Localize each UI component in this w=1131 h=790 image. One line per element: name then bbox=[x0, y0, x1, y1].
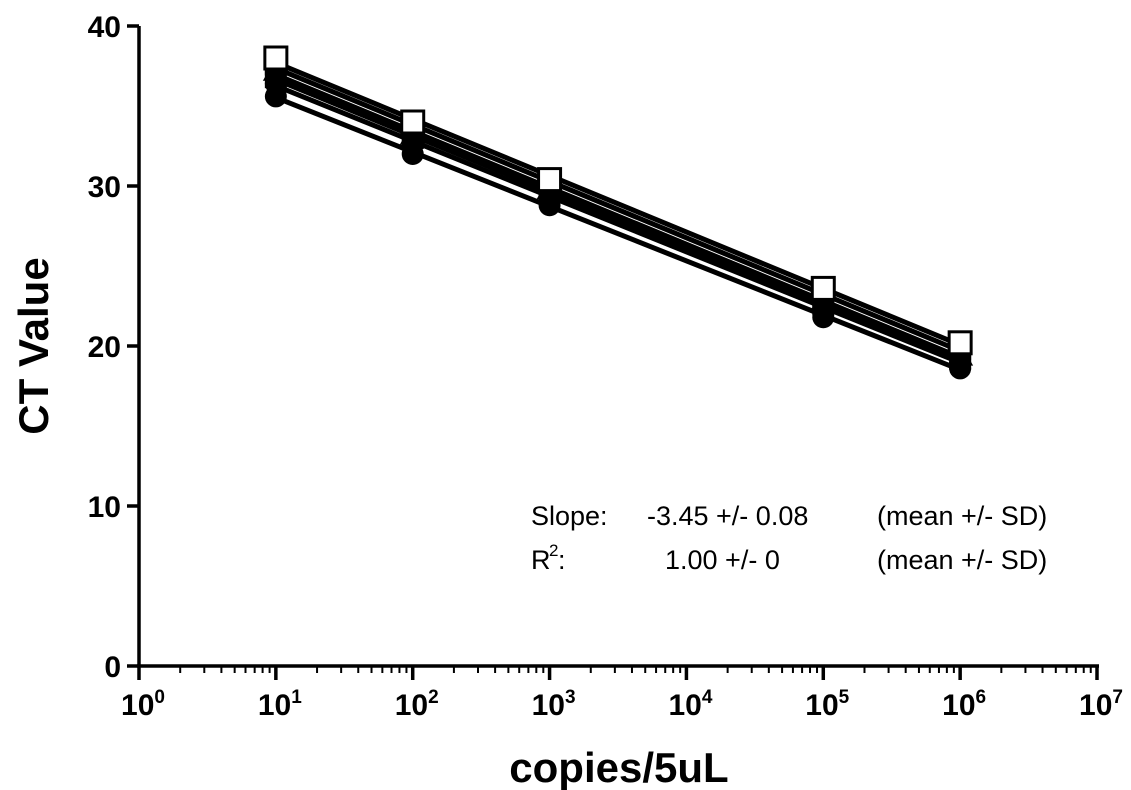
fit-line bbox=[274, 77, 962, 363]
x-tick-label: 102 bbox=[395, 687, 439, 722]
y-axis-title: CT Value bbox=[10, 257, 57, 434]
x-tick-label: 104 bbox=[668, 687, 712, 722]
fit-line bbox=[274, 83, 962, 365]
slope-note: (mean +/- SD) bbox=[877, 501, 1047, 531]
data-point bbox=[400, 109, 426, 135]
x-tick-label: 101 bbox=[258, 687, 302, 722]
x-ticks: 100 101 102 103 104 105 106 107 bbox=[121, 666, 1123, 722]
r2-superscript: 2 bbox=[549, 541, 558, 560]
y-ticks: 0 10 20 30 40 bbox=[88, 11, 139, 684]
y-tick-label: 30 bbox=[88, 171, 121, 204]
fit-line bbox=[274, 95, 962, 373]
r2-note: (mean +/- SD) bbox=[877, 545, 1047, 575]
data-point bbox=[810, 275, 836, 301]
slope-value: -3.45 +/- 0.08 bbox=[647, 501, 808, 531]
stats-annotation: Slope: -3.45 +/- 0.08 (mean +/- SD) R 2 … bbox=[531, 501, 1047, 575]
series-layer bbox=[262, 45, 974, 380]
fit-line bbox=[274, 65, 962, 354]
fit-line bbox=[274, 72, 962, 360]
y-tick-label: 40 bbox=[88, 11, 121, 44]
data-point bbox=[263, 45, 289, 71]
r2-colon: : bbox=[558, 545, 566, 575]
r2-label: R bbox=[531, 545, 551, 575]
slope-label: Slope: bbox=[531, 501, 608, 531]
x-tick-label: 100 bbox=[121, 687, 165, 722]
data-point bbox=[947, 330, 973, 356]
x-tick-label: 103 bbox=[532, 687, 576, 722]
fit-line bbox=[274, 60, 962, 348]
r2-value: 1.00 +/- 0 bbox=[665, 545, 780, 575]
x-tick-label: 105 bbox=[805, 687, 849, 722]
x-tick-label: 106 bbox=[942, 687, 986, 722]
y-tick-label: 10 bbox=[88, 491, 121, 524]
data-point bbox=[537, 167, 563, 193]
y-tick-label: 20 bbox=[88, 331, 121, 364]
y-tick-label: 0 bbox=[104, 651, 121, 684]
x-tick-label: 107 bbox=[1079, 687, 1123, 722]
x-axis-title: copies/5uL bbox=[509, 744, 728, 790]
